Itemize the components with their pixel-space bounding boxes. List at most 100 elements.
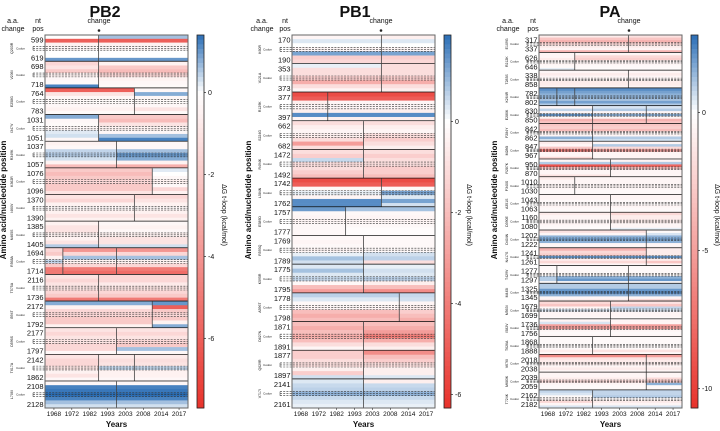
heatmap-cell	[45, 362, 99, 367]
heatmap-cell	[592, 106, 683, 109]
heatmap-cell	[98, 57, 189, 62]
heatmap-cell	[539, 126, 593, 130]
year-tick-label: 1993	[100, 411, 115, 418]
nt-start-label: 842	[525, 124, 538, 133]
year-tick-label: 1972	[559, 411, 574, 418]
nt-end-label: 1051	[27, 133, 44, 142]
heatmap-cell	[363, 129, 436, 134]
colorbar-segment	[691, 375, 698, 381]
heatmap-cell	[45, 404, 117, 409]
heatmap-cell	[45, 69, 99, 74]
heatmap-cell	[574, 65, 683, 69]
colorbar-segment	[691, 300, 698, 306]
nt-end-label: 1888	[521, 347, 538, 356]
heatmap-cell	[363, 149, 436, 155]
year-tick-label: 2003	[365, 411, 380, 418]
colorbar-segment	[444, 370, 451, 376]
nt-pos-header: nt	[282, 18, 288, 25]
heatmap-cell	[646, 255, 683, 259]
colorbar-label: ΔG t-loop (kcal/mol)	[713, 184, 720, 246]
heatmap-cell	[45, 225, 99, 230]
colorbar-segment	[691, 394, 698, 400]
heatmap-cell	[152, 320, 189, 325]
heatmap-cell	[98, 50, 189, 55]
colorbar-segment	[691, 207, 698, 213]
colorbar-segment	[691, 277, 698, 283]
heatmap-cell	[292, 268, 364, 274]
change-marker-dot	[97, 29, 101, 32]
heatmap-cell	[152, 179, 189, 184]
heatmap-cell	[574, 67, 683, 71]
colorbar-segment	[691, 352, 698, 358]
heatmap-cell	[399, 305, 436, 310]
heatmap-cell	[292, 338, 364, 343]
x-axis-label: Years	[106, 420, 128, 429]
colorbar-segment	[197, 310, 204, 316]
heatmap-cell	[292, 321, 364, 327]
heatmap-cell	[363, 141, 436, 146]
heatmap-cell	[539, 98, 558, 102]
colorbar-segment	[691, 179, 698, 185]
heatmap-cell	[539, 100, 558, 104]
colorbar-segment	[197, 39, 204, 45]
colorbar-segment	[691, 188, 698, 194]
heatmap-cell	[45, 324, 153, 329]
colorbar-segment	[444, 198, 451, 204]
codon-label: Codon	[16, 233, 25, 237]
heatmap-cell	[628, 286, 683, 290]
heatmap-cell	[381, 67, 436, 73]
heatmap-cell	[539, 283, 629, 287]
nt-end-label: 870	[525, 169, 538, 178]
colorbar-segment	[444, 212, 451, 218]
heatmap-cell	[592, 336, 683, 340]
codon-label: Codon	[510, 344, 519, 348]
heatmap-cell	[610, 301, 683, 305]
nt-start-label: 1757	[274, 208, 291, 217]
heatmap-cell	[45, 381, 117, 386]
heatmap-cell	[556, 93, 683, 97]
heatmap-cell	[292, 391, 364, 397]
nt-start-label: 950	[525, 160, 538, 169]
heatmap-cell	[610, 174, 683, 178]
heatmap-cell	[610, 303, 683, 307]
heatmap-cell	[592, 116, 683, 120]
heatmap-cell	[646, 245, 683, 249]
heatmap-cell	[45, 350, 117, 356]
heatmap-cell	[592, 402, 683, 406]
colorbar-segment	[444, 296, 451, 302]
colorbar-segment	[197, 235, 204, 241]
heatmap-cell	[539, 321, 611, 325]
heatmap-cell	[610, 197, 683, 201]
heatmap-cell	[539, 253, 647, 257]
aa-change-label: R349K	[10, 149, 14, 160]
heatmap-cell	[45, 183, 153, 188]
heatmap-cell	[292, 63, 382, 69]
aa-change-header: a.a.	[256, 18, 268, 25]
heatmap-cell	[292, 182, 382, 187]
nt-end-label: 2182	[521, 400, 538, 409]
heatmap-cell	[98, 354, 189, 359]
heatmap-cell	[592, 136, 683, 140]
heatmap-cell	[539, 324, 611, 328]
aa-change-label: I460V	[10, 203, 14, 213]
aa-change-header: change	[251, 26, 274, 33]
heatmap-cell	[539, 232, 647, 236]
heatmap-cell	[45, 210, 135, 215]
heatmap-cell	[539, 387, 647, 391]
heatmap-cell	[381, 39, 436, 44]
heatmap-cell	[292, 244, 364, 249]
heatmap-cell	[292, 297, 400, 302]
heatmap-cell	[574, 184, 683, 188]
heatmap-cell	[592, 146, 683, 150]
year-tick-label: 2017	[666, 411, 681, 418]
colorbar-segment	[197, 366, 204, 372]
heatmap-cell	[646, 232, 683, 236]
heatmap-cell	[98, 35, 189, 40]
nt-start-label: 1241	[521, 249, 538, 258]
heatmap-cell	[98, 225, 189, 230]
heatmap-cell	[45, 278, 99, 283]
aa-change-label: R212K	[505, 56, 509, 67]
colorbar-segment	[197, 296, 204, 302]
colorbar-segment	[691, 72, 698, 78]
heatmap-cell	[574, 62, 683, 66]
